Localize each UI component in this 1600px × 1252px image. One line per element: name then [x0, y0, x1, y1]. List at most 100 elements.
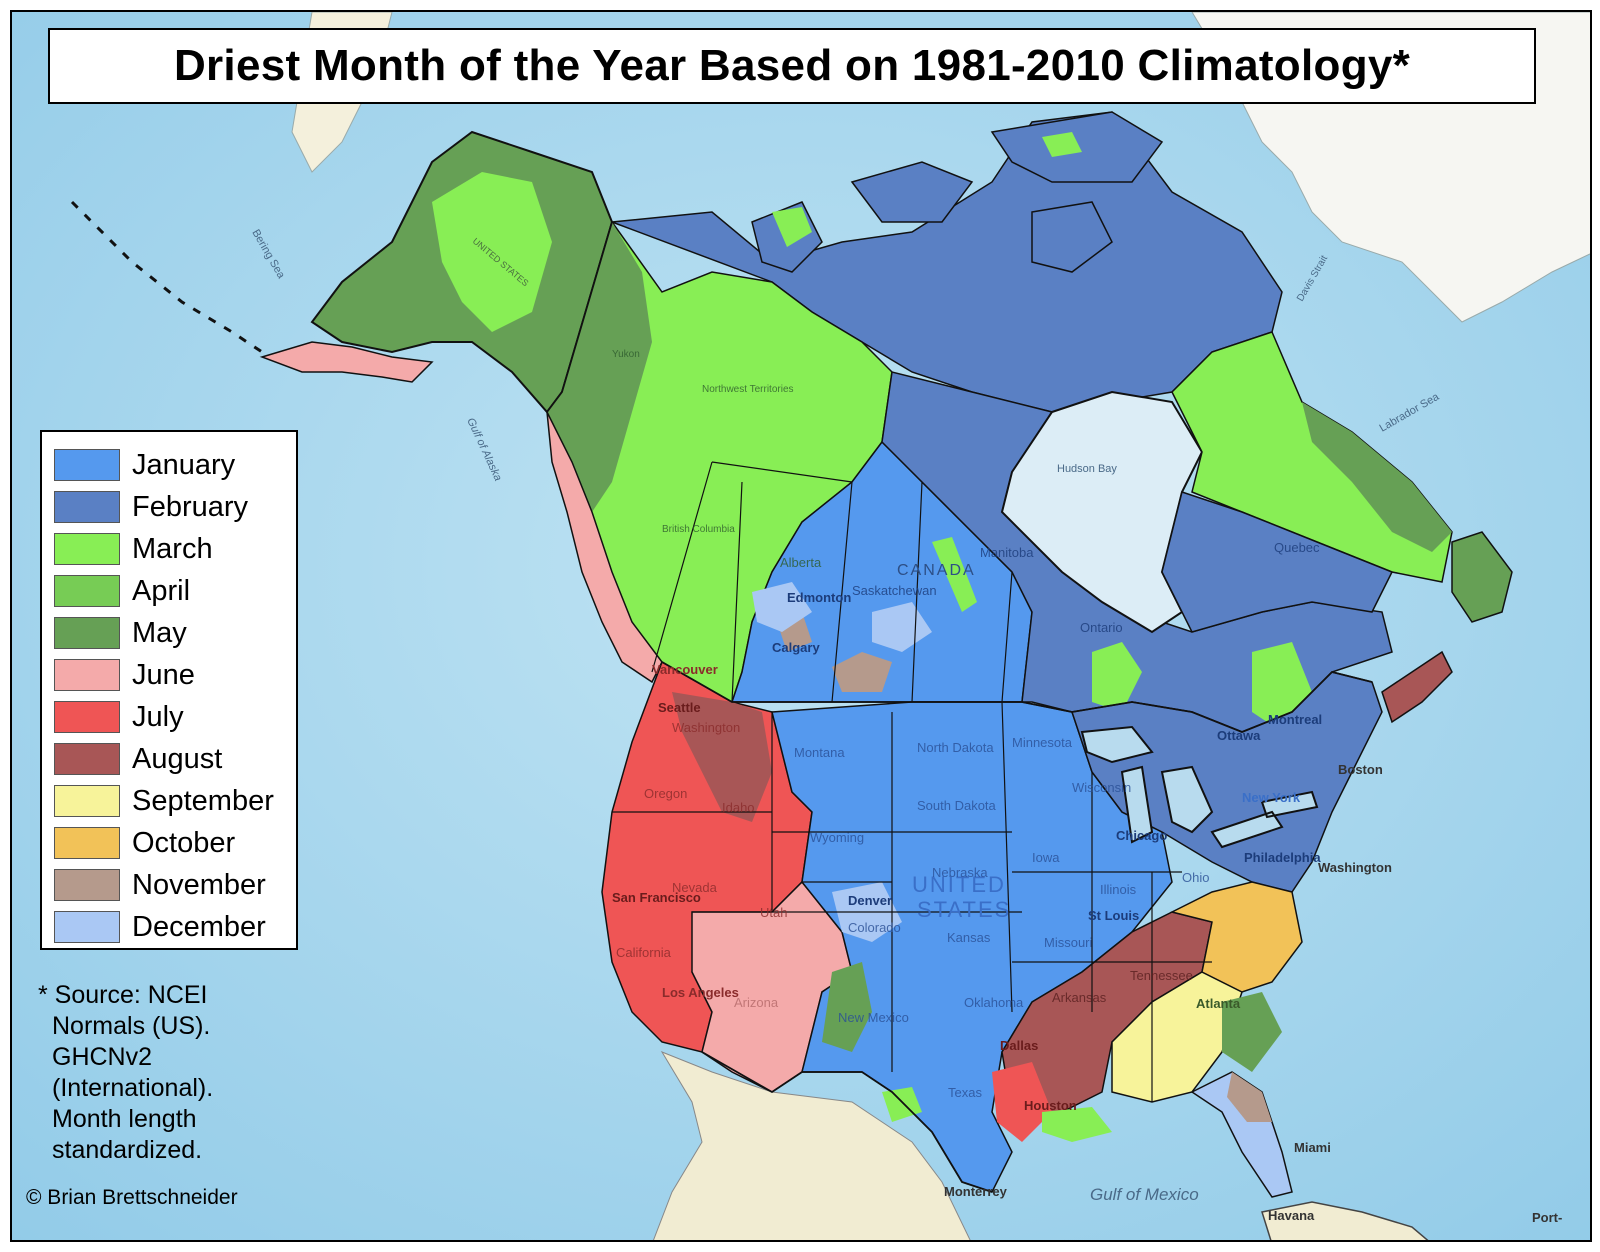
legend-label: May [132, 616, 187, 649]
label-california: California [616, 945, 672, 960]
states-label: STATES [917, 897, 1011, 922]
label-nevada: Nevada [672, 880, 718, 895]
bc-coast-june [546, 411, 663, 684]
legend-item: October [54, 822, 296, 864]
internal-borders [612, 461, 1212, 1102]
label-montana: Montana [794, 745, 845, 760]
label-oklahoma: Oklahoma [964, 995, 1024, 1010]
source-note-line: Month length [52, 1105, 197, 1133]
legend-swatch [54, 911, 120, 943]
label-nebraska: Nebraska [932, 865, 988, 880]
label-minnesota: Minnesota [1012, 735, 1073, 750]
legend-item: November [54, 864, 296, 906]
city-calgary: Calgary [772, 640, 820, 655]
label-kansas: Kansas [947, 930, 991, 945]
city-edmonton: Edmonton [787, 590, 851, 605]
source-note-line: GHCNv2 [52, 1043, 153, 1071]
city-monterrey: Monterrey [944, 1184, 1008, 1199]
legend-label: November [132, 868, 266, 901]
legend-swatch [54, 449, 120, 481]
georgia-may [1222, 992, 1282, 1072]
legend-label: August [132, 742, 223, 775]
united-label: UNITED [912, 872, 1006, 897]
city-seattle: Seattle [658, 700, 701, 715]
city-miami: Miami [1294, 1140, 1331, 1155]
label-manitoba: Manitoba [980, 545, 1034, 560]
aleutians [70, 200, 263, 354]
label-texas: Texas [948, 1085, 982, 1100]
label-new-mexico: New Mexico [838, 1010, 909, 1025]
city-philadelphia: Philadelphia [1244, 850, 1321, 865]
label-yukon: Yukon [612, 349, 640, 360]
prairie-december-patch [752, 582, 932, 652]
label-tennessee: Tennessee [1130, 968, 1193, 983]
legend-item: January [54, 444, 296, 486]
legend-swatch [54, 743, 120, 775]
legend-item: August [54, 738, 296, 780]
source-note-line: Normals (US). [52, 1012, 211, 1040]
driest-month-map: Gulf of Alaska Hudson Bay Labrador Sea B… [12, 12, 1590, 1240]
label-quebec: Quebec [1274, 540, 1320, 555]
label-colorado: Colorado [848, 920, 901, 935]
us-plains-may-patch [822, 962, 872, 1052]
legend-label: June [132, 658, 195, 691]
legend-label: December [132, 910, 266, 943]
us-west-august [672, 692, 772, 822]
label-saskatchewan: Saskatchewan [852, 583, 937, 598]
city-port: Port- [1532, 1210, 1562, 1225]
mexico-land [653, 1050, 971, 1240]
city-washington-dc: Washington [1318, 860, 1392, 875]
label-missouri: Missouri [1044, 935, 1093, 950]
us-mexico-border [701, 1051, 993, 1193]
city-houston: Houston [1024, 1098, 1077, 1113]
great-lakes [1080, 725, 1319, 849]
canada-central-march [932, 537, 1312, 732]
cuba-land [1261, 1201, 1429, 1240]
legend-swatch [54, 701, 120, 733]
legend: January February March April May June July Augu… [40, 430, 298, 950]
legend-label: July [132, 700, 184, 733]
alaska-march-patch [432, 172, 552, 332]
legend-item: April [54, 570, 296, 612]
city-new-york: New York [1242, 790, 1301, 805]
label-ohio: Ohio [1182, 870, 1209, 885]
label-ontario: Ontario [1080, 620, 1123, 635]
source-note-line: * Source: NCEI [38, 981, 208, 1009]
city-montreal: Montreal [1268, 712, 1322, 727]
legend-label: February [132, 490, 249, 523]
label-illinois: Illinois [1100, 882, 1137, 897]
label-north-dakota: North Dakota [917, 740, 994, 755]
label-oregon: Oregon [644, 786, 687, 801]
legend-item: June [54, 654, 296, 696]
label-northwest-territories: Northwest Territories [702, 384, 794, 395]
arctic-march-patch [772, 132, 1082, 247]
label-south-dakota: South Dakota [917, 798, 997, 813]
city-los-angeles: Los Angeles [662, 985, 739, 1000]
label-wyoming: Wyoming [810, 830, 864, 845]
label-arkansas: Arkansas [1052, 990, 1107, 1005]
source-note: * Source: NCEI Normals (US). GHCNv2 (Int… [38, 980, 278, 1166]
copyright: © Brian Brettschneider [26, 1186, 238, 1209]
legend-swatch [54, 869, 120, 901]
city-boston: Boston [1338, 762, 1383, 777]
city-dallas: Dallas [1000, 1038, 1038, 1053]
quebec-feb [1161, 491, 1394, 633]
gulf-coast-green [882, 1087, 1112, 1142]
city-atlanta: Atlanta [1196, 996, 1241, 1011]
legend-label: October [132, 826, 236, 859]
florida-november [1227, 1072, 1272, 1122]
legend-label: April [132, 574, 191, 607]
us-canada-border [661, 661, 1373, 733]
city-san-francisco: San Francisco [612, 890, 701, 905]
source-note-line: (International). [52, 1074, 214, 1102]
city-havana: Havana [1268, 1208, 1315, 1223]
label-idaho: Idaho [722, 800, 755, 815]
label-british-columbia: British Columbia [662, 524, 735, 535]
city-denver: Denver [848, 893, 892, 908]
florida [1190, 1071, 1293, 1198]
legend-label: September [132, 784, 274, 817]
hudson-bay-label: Hudson Bay [1057, 463, 1117, 475]
labrador-may [1302, 402, 1452, 552]
legend-swatch [54, 617, 120, 649]
texas-coast-july [992, 1062, 1052, 1142]
